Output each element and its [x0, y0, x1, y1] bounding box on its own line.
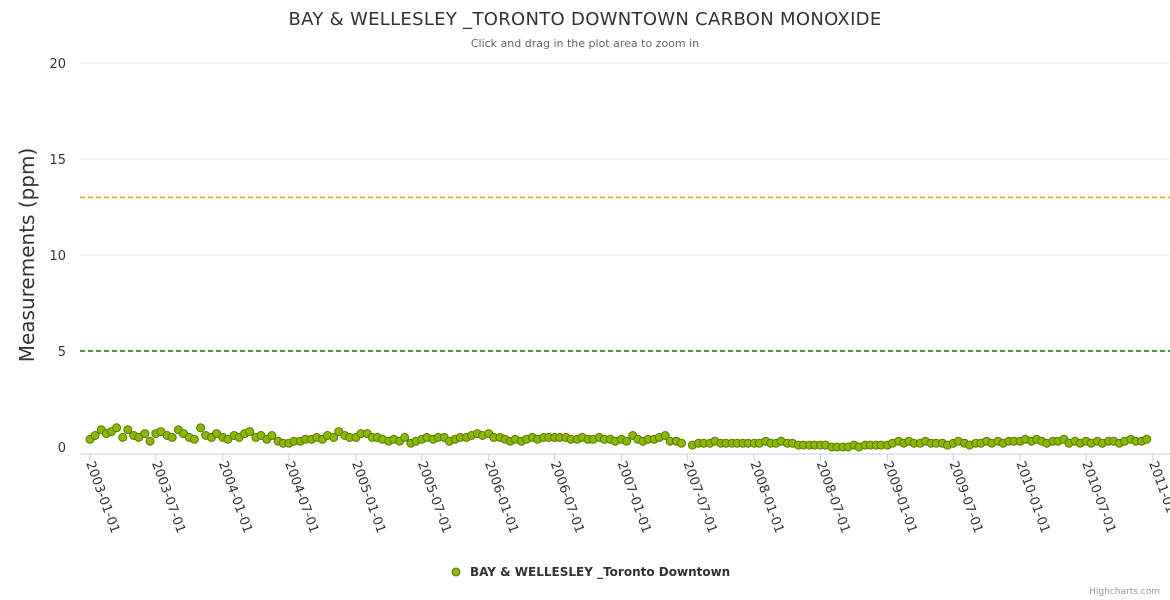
y-tick-label: 0: [58, 441, 66, 456]
data-point[interactable]: [123, 425, 133, 435]
x-tick-label: 2003-01-01: [82, 459, 122, 535]
x-tick-label: 2006-01-01: [481, 459, 521, 535]
data-point[interactable]: [140, 429, 150, 439]
data-point[interactable]: [245, 427, 255, 437]
x-tick-label: 2006-07-01: [547, 459, 587, 535]
y-tick-label: 5: [58, 345, 66, 360]
data-point[interactable]: [622, 436, 632, 446]
x-tick-label: 2003-07-01: [148, 459, 188, 535]
data-point[interactable]: [677, 438, 686, 448]
data-point[interactable]: [90, 431, 100, 440]
x-tick-label: 2007-07-01: [680, 459, 720, 535]
x-tick-label: 2005-01-01: [348, 459, 388, 535]
chart-subtitle: Click and drag in the plot area to zoom …: [471, 37, 699, 50]
x-tick-label: 2004-07-01: [281, 459, 321, 535]
data-point[interactable]: [112, 423, 122, 433]
legend-marker-icon: [451, 567, 461, 577]
x-axis-ticks: 2003-01-01 2003-07-01 2004-01-01 2004-07-01…: [82, 454, 1170, 535]
x-tick-label: 2009-01-01: [880, 459, 920, 535]
data-point[interactable]: [660, 431, 670, 440]
grid-lines: [80, 62, 1170, 352]
y-tick-label: 15: [49, 153, 66, 168]
y-tick-label: 10: [49, 249, 66, 264]
y-axis-ticks: 0 5 10 15 20: [49, 57, 66, 456]
data-point[interactable]: [189, 434, 199, 444]
y-axis-label: Measurements (ppm): [15, 148, 39, 363]
data-point[interactable]: [118, 432, 128, 442]
legend-label: BAY & WELLESLEY _Toronto Downtown: [470, 565, 730, 580]
data-point[interactable]: [145, 436, 155, 446]
data-point[interactable]: [196, 423, 206, 433]
x-tick-label: 2011-01-01: [1145, 459, 1170, 535]
credits-link[interactable]: Highcharts.com: [1089, 587, 1160, 597]
chart-title: BAY & WELLESLEY _TORONTO DOWNTOWN CARBON…: [288, 9, 881, 30]
data-points[interactable]: [85, 423, 1152, 452]
x-tick-label: 2008-07-01: [813, 459, 853, 535]
x-tick-label: 2010-07-01: [1078, 459, 1118, 535]
data-point[interactable]: [267, 431, 277, 440]
data-point[interactable]: [329, 432, 339, 442]
reference-lines: [80, 196, 1170, 352]
x-tick-label: 2009-07-01: [946, 459, 986, 535]
x-tick-label: 2004-01-01: [215, 459, 255, 535]
data-point[interactable]: [1142, 434, 1152, 444]
legend-item[interactable]: BAY & WELLESLEY _Toronto Downtown: [451, 565, 730, 580]
y-tick-label: 20: [49, 57, 66, 72]
data-point[interactable]: [400, 432, 410, 442]
x-tick-label: 2008-01-01: [747, 459, 787, 535]
data-point[interactable]: [167, 432, 177, 442]
x-tick-label: 2010-01-01: [1012, 459, 1052, 535]
x-tick-label: 2005-07-01: [414, 459, 454, 535]
x-tick-label: 2007-01-01: [614, 459, 654, 535]
